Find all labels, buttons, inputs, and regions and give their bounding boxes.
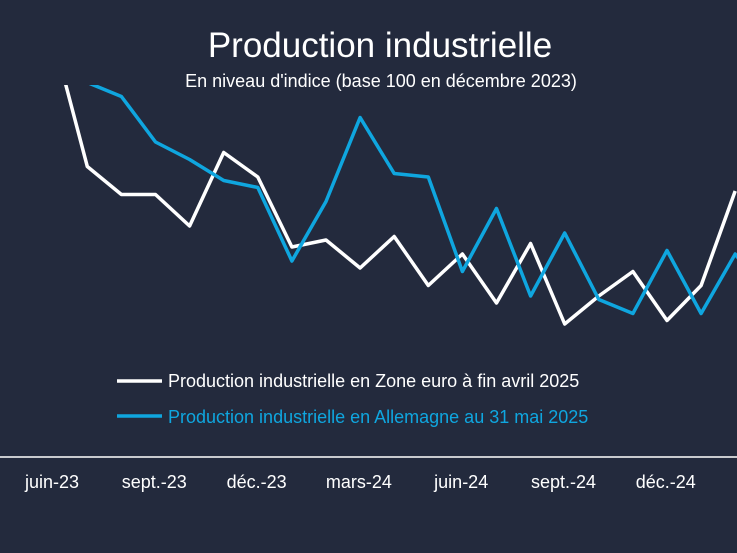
series-line-0 — [64, 85, 737, 326]
series-layer — [64, 85, 737, 326]
series-line-1 — [88, 85, 737, 316]
legend-label-zone-euro: Production industrielle en Zone euro à f… — [168, 371, 579, 391]
chart-subtitle: En niveau d'indice (base 100 en décembre… — [185, 71, 577, 91]
x-axis-ticks: juin-23 sept.-23 déc.-23 mars-24 juin-24 sept… — [24, 472, 696, 492]
x-tick-label: juin-23 — [24, 472, 79, 492]
x-tick-label: sept.-24 — [531, 472, 596, 492]
x-tick-label: sept.-23 — [122, 472, 187, 492]
x-tick-label: juin-24 — [433, 472, 488, 492]
x-tick-label: déc.-23 — [227, 472, 287, 492]
chart-title: Production industrielle — [208, 26, 552, 65]
legend: Production industrielle en Zone euro à f… — [117, 371, 588, 427]
x-tick-label: déc.-24 — [636, 472, 696, 492]
x-tick-label: mars-24 — [326, 472, 392, 492]
legend-label-allemagne: Production industrielle en Allemagne au … — [168, 407, 588, 427]
